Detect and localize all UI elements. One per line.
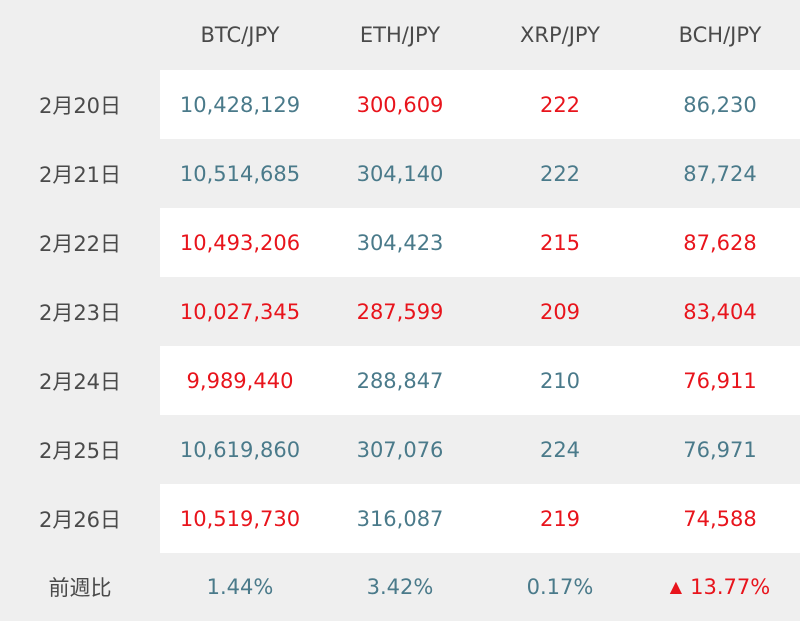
xrp-price-cell: 222 (480, 70, 640, 139)
xrp-price-cell: 210 (480, 346, 640, 415)
xrp-price-cell: 222 (539, 161, 581, 186)
bch-weekly-change: ▲ 13.77% (640, 553, 800, 621)
eth-price-cell: 288,847 (320, 346, 480, 415)
table-row: 2月22日 10,493,206 304,423 215 87,628 (0, 208, 800, 277)
triangle-up-icon: ▲ (669, 577, 683, 596)
btc-price-cell: 10,493,206 (160, 208, 320, 277)
btc-price-cell: 9,989,440 (160, 346, 320, 415)
table-row: 2月24日 9,989,440 288,847 210 76,911 (0, 346, 800, 415)
header-btc-jpy: BTC/JPY (200, 23, 280, 47)
header-bch-jpy: BCH/JPY (678, 23, 762, 47)
eth-weekly-change: 3.42% (320, 553, 480, 621)
xrp-weekly-change: 0.17% (480, 553, 640, 621)
header-row: BTC/JPY ETH/JPY XRP/JPY BCH/JPY (0, 0, 800, 70)
bch-price-cell: 86,230 (640, 70, 800, 139)
bch-price-cell: 74,588 (640, 484, 800, 553)
eth-price-cell: 307,076 (356, 437, 444, 462)
eth-price-cell: 316,087 (320, 484, 480, 553)
xrp-price-cell: 215 (480, 208, 640, 277)
btc-price-cell: 10,514,685 (179, 161, 301, 186)
weekly-change-label: 前週比 (48, 576, 112, 600)
btc-price-cell: 10,619,860 (179, 437, 301, 462)
eth-price-cell: 287,599 (356, 299, 444, 324)
bch-price-cell: 87,628 (640, 208, 800, 277)
header-corner (0, 0, 160, 70)
row-date: 2月22日 (0, 208, 160, 277)
bch-price-cell: 83,404 (683, 299, 757, 324)
bch-price-cell: 87,724 (683, 161, 757, 186)
header-eth-jpy: ETH/JPY (359, 23, 441, 47)
bch-price-cell: 76,971 (683, 437, 757, 462)
btc-price-cell: 10,027,345 (179, 299, 301, 324)
row-date: 2月23日 (38, 300, 122, 325)
row-date: 2月21日 (38, 162, 122, 187)
table-row: 2月21日 10,514,685 304,140 222 87,724 (0, 139, 800, 208)
weekly-change-row: 前週比 1.44% 3.42% 0.17% ▲ 13.77% (0, 553, 800, 621)
change-value: 3.42% (366, 575, 434, 599)
table-row: 2月20日 10,428,129 300,609 222 86,230 (0, 70, 800, 139)
btc-weekly-change: 1.44% (160, 553, 320, 621)
xrp-price-cell: 224 (539, 437, 581, 462)
change-value: 1.44% (206, 575, 274, 599)
header-xrp-jpy: XRP/JPY (520, 23, 600, 47)
btc-price-cell: 10,519,730 (160, 484, 320, 553)
table-row: 2月23日 10,027,345 287,599 209 83,404 (0, 277, 800, 346)
xrp-price-cell: 219 (480, 484, 640, 553)
row-date: 2月20日 (0, 70, 160, 139)
eth-price-cell: 304,423 (320, 208, 480, 277)
row-date: 2月26日 (0, 484, 160, 553)
btc-price-cell: 10,428,129 (160, 70, 320, 139)
table-row: 2月26日 10,519,730 316,087 219 74,588 (0, 484, 800, 553)
change-value: 13.77% (690, 575, 771, 599)
eth-price-cell: 304,140 (356, 161, 444, 186)
xrp-price-cell: 209 (539, 299, 581, 324)
row-date: 2月24日 (0, 346, 160, 415)
row-date: 2月25日 (38, 438, 122, 463)
bch-price-cell: 76,911 (640, 346, 800, 415)
change-value: 0.17% (526, 575, 594, 599)
eth-price-cell: 300,609 (320, 70, 480, 139)
table-row: 2月25日 10,619,860 307,076 224 76,971 (0, 415, 800, 484)
